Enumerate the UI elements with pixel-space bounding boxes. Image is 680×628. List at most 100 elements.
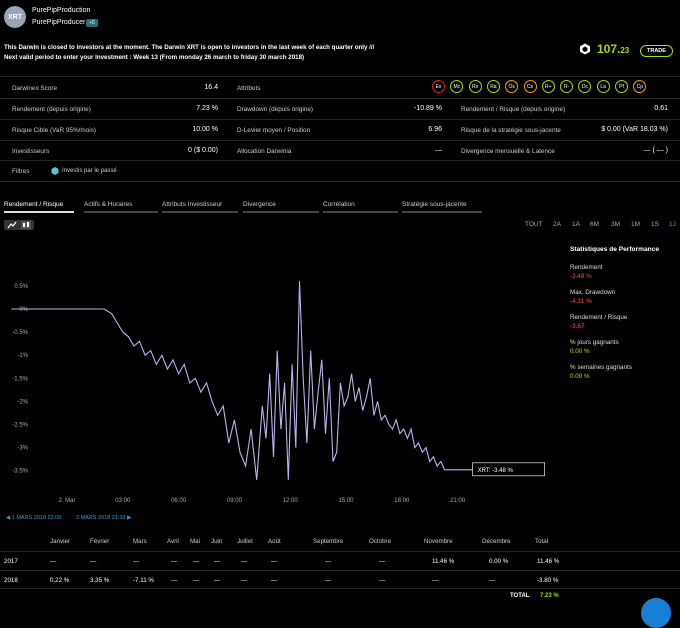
tab-1[interactable]: Actifs & Horaires bbox=[84, 201, 158, 213]
tooltip-text: XRT: -3.48 % bbox=[478, 468, 514, 474]
tab-5[interactable]: Stratégie sous-jacente bbox=[402, 201, 482, 213]
month-cell: — bbox=[241, 558, 248, 565]
total-label: TOTAL bbox=[510, 593, 530, 599]
range-1m[interactable]: 1M bbox=[631, 221, 641, 228]
month-cell: — bbox=[214, 558, 221, 565]
month-cell: — bbox=[171, 577, 178, 584]
month-header: Février bbox=[90, 538, 110, 545]
month-header: Novembre bbox=[424, 538, 453, 545]
y-tick-label: -0.5% bbox=[12, 330, 28, 336]
attribute-rplus[interactable]: R+ bbox=[541, 80, 555, 93]
x-tick-label: 15:00 bbox=[338, 498, 354, 504]
chart-tooltip: XRT: -3.48 % bbox=[472, 462, 546, 477]
attribute-dc[interactable]: Dc bbox=[578, 80, 592, 93]
month-cell: 11.46 % bbox=[537, 558, 560, 565]
month-header: Total bbox=[535, 538, 549, 545]
performance-chart[interactable]: 0.5% 0% -0.5% -1% -1.5% -2% -2.5% -3% -3.5% 2. M… bbox=[0, 240, 560, 510]
rendement-label: Rendement (depuis origine) bbox=[12, 106, 91, 113]
producer-name[interactable]: PurePipProducer bbox=[32, 19, 86, 26]
filter-badge-icon bbox=[51, 167, 59, 175]
closed-notice: This Darwin is closed to investors at th… bbox=[4, 44, 375, 51]
tab-0[interactable]: Rendement / Risque bbox=[4, 201, 74, 213]
filtre-item[interactable]: Investis par le passé bbox=[62, 168, 117, 174]
month-cell: — bbox=[90, 558, 97, 565]
tab-2[interactable]: Attributs Investisseur bbox=[162, 201, 238, 213]
drawdown-label: Drawdown (depuis origine) bbox=[237, 106, 314, 113]
risque-cible-label: Risque Cible (VaR 95%/mois) bbox=[12, 127, 97, 134]
price-decimals: 23 bbox=[620, 46, 630, 55]
darwin-avatar: XRT bbox=[4, 6, 26, 28]
candle-chart-icon[interactable] bbox=[21, 221, 31, 229]
month-cell: — bbox=[50, 558, 57, 565]
date-start[interactable]: ◀ 1 MARS 2018 22:00 bbox=[6, 515, 62, 521]
x-tick-label: 18:00 bbox=[394, 498, 410, 504]
year-label: 2018 bbox=[4, 577, 18, 584]
attribute-ra[interactable]: Ra bbox=[486, 80, 500, 93]
y-tick-label: -2.5% bbox=[12, 423, 28, 429]
production-name[interactable]: PurePipProduction bbox=[32, 7, 91, 14]
y-tick-label: 0.5% bbox=[14, 284, 28, 290]
perf-label: Rendement / Risque bbox=[570, 314, 628, 321]
month-header: Juillet bbox=[237, 538, 253, 545]
month-header: Janvier bbox=[50, 538, 70, 545]
month-cell: — bbox=[271, 558, 278, 565]
allocation-label: Allocation Darwinia bbox=[237, 148, 292, 155]
month-cell: — bbox=[489, 577, 496, 584]
y-tick-label: -1% bbox=[17, 353, 28, 359]
y-tick-label: -3% bbox=[17, 446, 28, 452]
range-1s[interactable]: 1S bbox=[651, 221, 659, 228]
month-cell: — bbox=[193, 558, 200, 565]
divergence-label: Divergence mensuelle & Latence bbox=[461, 148, 555, 155]
attribute-rminus[interactable]: R- bbox=[560, 80, 574, 93]
attribute-ex[interactable]: Ex bbox=[432, 80, 445, 93]
y-tick-label: -3.5% bbox=[12, 469, 28, 475]
range-3m[interactable]: 3M bbox=[611, 221, 621, 228]
perf-value: 0.00 % bbox=[570, 348, 590, 355]
attribute-os[interactable]: Os bbox=[505, 80, 519, 93]
year-label: 2017 bbox=[4, 558, 18, 565]
attribute-la[interactable]: La bbox=[596, 80, 610, 93]
month-header: Décembre bbox=[482, 538, 511, 545]
month-cell: — bbox=[325, 558, 332, 565]
attribute-pf[interactable]: Pf bbox=[615, 80, 628, 93]
allocation-value: — bbox=[435, 147, 442, 154]
month-header: Août bbox=[268, 538, 281, 545]
perf-label: Rendement bbox=[570, 264, 603, 271]
month-cell: — bbox=[379, 558, 386, 565]
risque-cible-value: 10.00 % bbox=[192, 126, 218, 133]
rendement-risque-label: Rendement / Risque (depuis origine) bbox=[461, 106, 566, 113]
levier-value: 6.96 bbox=[428, 126, 442, 133]
tab-3[interactable]: Divergence bbox=[243, 201, 319, 213]
range-tout[interactable]: TOUT bbox=[525, 221, 543, 228]
attribute-mc[interactable]: Mc bbox=[450, 80, 464, 93]
date-end[interactable]: 2 MARS 2018 21:39 ▶ bbox=[76, 515, 132, 521]
range-2a[interactable]: 2A bbox=[553, 221, 561, 228]
rendement-risque-value: 0.61 bbox=[654, 105, 668, 112]
x-tick-label: 2. Mar bbox=[58, 498, 75, 504]
range-6m[interactable]: 6M bbox=[590, 221, 600, 228]
attribute-cp[interactable]: Cp bbox=[633, 80, 647, 93]
month-header: Mai bbox=[190, 538, 200, 545]
range-1a[interactable]: 1A bbox=[572, 221, 580, 228]
month-cell: 0.22 % bbox=[50, 577, 70, 584]
month-header: Octobre bbox=[369, 538, 392, 545]
darwin-price: 107.23 bbox=[597, 42, 629, 56]
month-cell: — bbox=[193, 577, 200, 584]
darwinex-score-value: 16.4 bbox=[204, 84, 218, 91]
line-chart-icon[interactable] bbox=[7, 221, 17, 229]
drawdown-value: -10.89 % bbox=[413, 105, 442, 112]
month-cell: — bbox=[271, 577, 278, 584]
tab-4[interactable]: Corrélation bbox=[323, 201, 398, 213]
perf-title: Statistiques de Performance bbox=[570, 246, 660, 253]
x-tick-label: 06:00 bbox=[171, 498, 187, 504]
x-tick-label: 12:00 bbox=[283, 498, 299, 504]
month-header: Mars bbox=[133, 538, 147, 545]
chat-button[interactable] bbox=[641, 598, 671, 628]
y-tick-label: -2% bbox=[17, 399, 28, 405]
month-cell: — bbox=[214, 577, 221, 584]
attribute-rs[interactable]: Rs bbox=[468, 80, 482, 93]
trade-button[interactable]: TRADE bbox=[640, 45, 673, 57]
perf-value: 0.00 % bbox=[570, 373, 590, 380]
attribute-cs[interactable]: Cs bbox=[523, 80, 537, 93]
range-1j[interactable]: 1J bbox=[669, 221, 676, 228]
